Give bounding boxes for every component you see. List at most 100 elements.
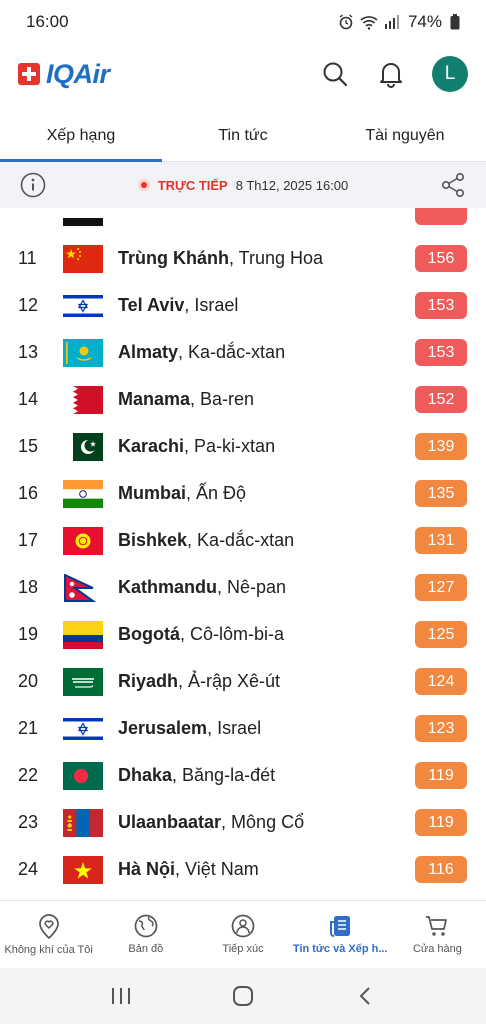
info-icon[interactable] xyxy=(20,172,46,198)
nav-news-rankings[interactable]: Tin tức và Xếp h... xyxy=(292,901,389,968)
recent-apps-icon[interactable] xyxy=(110,986,132,1006)
search-icon xyxy=(323,62,348,87)
battery-icon xyxy=(450,14,460,30)
aqi-badge: 135 xyxy=(415,480,467,507)
flag-israel-icon xyxy=(63,714,103,743)
nav-exposure-label: Tiếp xúc xyxy=(222,943,264,955)
city-label: Trùng Khánh xyxy=(118,248,229,268)
swiss-cross-icon xyxy=(18,63,40,85)
notifications-button[interactable] xyxy=(376,59,406,89)
ranking-row[interactable]: 19 Bogotá, Cô-lôm-bi-a 125 xyxy=(0,611,486,658)
rank-number: 21 xyxy=(18,718,39,738)
ranking-row[interactable]: 17 Bishkek, Ka-dắc-xtan 131 xyxy=(0,517,486,564)
nav-my-air[interactable]: Không khí của Tôi xyxy=(0,901,97,968)
flag-nepal-icon xyxy=(63,573,103,602)
flag-partial-icon xyxy=(63,217,103,226)
ranking-list[interactable]: 11 Trùng Khánh, Trung Hoa 156 12 Tel Aviv, I… xyxy=(0,208,486,900)
aqi-badge-partial xyxy=(415,208,467,225)
status-bar: 16:00 74% xyxy=(0,0,486,44)
country-label: , Mông Cổ xyxy=(221,812,305,832)
city-label: Jerusalem xyxy=(118,718,208,738)
aqi-badge: 119 xyxy=(415,762,467,789)
battery-level: 74% xyxy=(407,12,442,31)
city-name: Manama, Ba-ren xyxy=(118,389,415,410)
aqi-badge: 153 xyxy=(415,339,467,366)
nav-my-air-label: Không khí của Tôi xyxy=(4,944,93,956)
country-label: , Nê-pan xyxy=(217,577,287,597)
city-name: Tel Aviv, Israel xyxy=(118,295,415,316)
tab-news[interactable]: Tin tức xyxy=(218,126,268,144)
country-label: , Việt Nam xyxy=(175,859,259,879)
flag-pakistan-icon xyxy=(63,432,103,461)
tab-resources[interactable]: Tài nguyên xyxy=(365,126,445,144)
rank-number: 14 xyxy=(18,389,39,409)
ranking-row[interactable]: 22 Dhaka, Băng-la-đét 119 xyxy=(0,752,486,799)
ranking-row[interactable]: 11 Trùng Khánh, Trung Hoa 156 xyxy=(0,235,486,282)
rank-number: 12 xyxy=(18,295,39,315)
city-name: Ulaanbaatar, Mông Cổ xyxy=(118,812,415,833)
ranking-row[interactable]: 13 Almaty, Ka-dắc-xtan 153 xyxy=(0,329,486,376)
aqi-badge: 131 xyxy=(415,527,467,554)
nav-store-label: Cửa hàng xyxy=(412,943,462,955)
top-tabs: Xếp hạng Tin tức Tài nguyên xyxy=(0,110,486,162)
ranking-row[interactable]: 18 Kathmandu, Nê-pan 127 xyxy=(0,564,486,611)
ranking-row[interactable]: 16 Mumbai, Ấn Độ 135 xyxy=(0,470,486,517)
nav-map[interactable]: Bản đồ xyxy=(97,901,194,968)
rank-number: 19 xyxy=(18,624,39,644)
live-bar: TRỰC TIẾP 8 Th12, 2025 16:00 xyxy=(0,162,486,208)
rank-number: 16 xyxy=(18,483,39,503)
ranking-row[interactable]: 24 Hà Nội, Việt Nam 116 xyxy=(0,846,486,893)
live-date: 8 Th12, 2025 16:00 xyxy=(235,177,349,193)
country-label: , Ả-rập Xê-út xyxy=(178,671,281,691)
city-label: Ulaanbaatar xyxy=(118,812,222,832)
city-label: Tel Aviv xyxy=(118,295,185,315)
alarm-icon xyxy=(339,14,353,30)
country-label: , Pa-ki-xtan xyxy=(184,436,276,456)
wifi-icon xyxy=(360,16,378,30)
city-name: Bishkek, Ka-dắc-xtan xyxy=(118,530,415,551)
country-label: , Ba-ren xyxy=(190,389,255,409)
nav-store[interactable]: Cửa hàng xyxy=(389,901,486,968)
city-name: Dhaka, Băng-la-đét xyxy=(118,765,415,786)
ranking-row[interactable]: 23 Ulaanbaatar, Mông Cổ 119 xyxy=(0,799,486,846)
ranking-row[interactable]: 15 Karachi, Pa-ki-xtan 139 xyxy=(0,423,486,470)
rank-number: 22 xyxy=(18,765,39,785)
aqi-badge: 127 xyxy=(415,574,467,601)
ranking-row[interactable]: 20 Riyadh, Ả-rập Xê-út 124 xyxy=(0,658,486,705)
aqi-badge: 116 xyxy=(415,856,467,883)
rank-number: 24 xyxy=(18,859,39,879)
city-name: Jerusalem, Israel xyxy=(118,718,415,739)
live-label: TRỰC TIẾP xyxy=(157,177,228,193)
nav-news-rankings-label: Tin tức và Xếp h... xyxy=(292,943,388,955)
flag-bangladesh-icon xyxy=(63,761,103,790)
home-icon[interactable] xyxy=(232,985,254,1007)
avatar[interactable]: L xyxy=(432,56,468,92)
flag-bahrain-icon xyxy=(63,385,103,414)
ranking-row[interactable]: 14 Manama, Ba-ren 152 xyxy=(0,376,486,423)
search-button[interactable] xyxy=(320,59,350,89)
header-actions: L xyxy=(320,56,468,92)
flag-saudi-icon xyxy=(63,667,103,696)
aqi-badge: 153 xyxy=(415,292,467,319)
status-icons xyxy=(338,14,400,30)
rank-number: 18 xyxy=(18,577,39,597)
rank-number: 13 xyxy=(18,342,39,362)
ranking-row[interactable]: 21 Jerusalem, Israel 123 xyxy=(0,705,486,752)
tab-rankings[interactable]: Xếp hạng xyxy=(0,110,162,162)
ranking-row[interactable]: 12 Tel Aviv, Israel 153 xyxy=(0,282,486,329)
aqi-badge: 124 xyxy=(415,668,467,695)
flag-china-icon xyxy=(63,244,103,273)
flag-vietnam-icon xyxy=(63,855,103,884)
share-icon[interactable] xyxy=(440,172,466,198)
city-label: Mumbai xyxy=(118,483,187,503)
bell-icon xyxy=(380,63,402,88)
iqair-logo[interactable]: IQAir xyxy=(18,59,110,90)
city-name: Hà Nội, Việt Nam xyxy=(118,859,415,880)
flag-kazakhstan-icon xyxy=(63,338,103,367)
globe-icon xyxy=(134,914,158,938)
cart-icon xyxy=(426,916,448,936)
city-label: Riyadh xyxy=(118,671,179,691)
back-icon[interactable] xyxy=(354,985,376,1007)
flag-israel-icon xyxy=(63,291,103,320)
nav-exposure[interactable]: Tiếp xúc xyxy=(194,901,291,968)
